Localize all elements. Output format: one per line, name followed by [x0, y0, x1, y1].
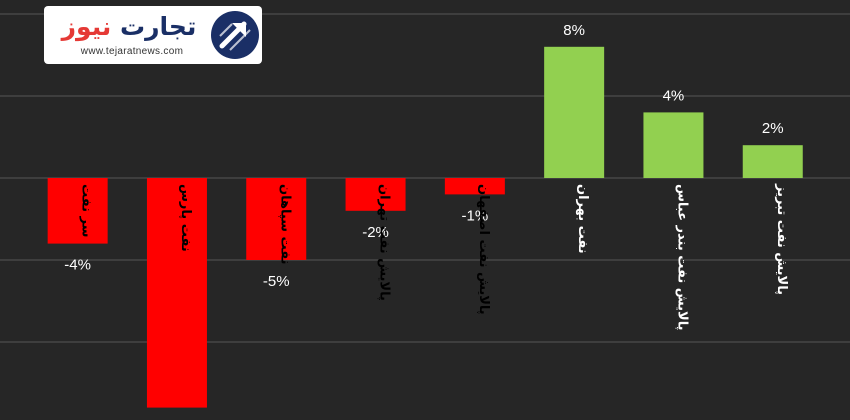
data-label: -1%	[462, 207, 489, 224]
bar	[444, 178, 505, 195]
category-label: پالایش نفت اصفهان	[476, 184, 491, 315]
bar	[47, 178, 108, 244]
data-label: 4%	[663, 87, 685, 104]
bar	[345, 178, 406, 211]
bar	[643, 112, 704, 178]
category-label: نفت سپاهان	[277, 184, 292, 265]
category-label: پالایش نفت تهران	[377, 184, 392, 301]
logo-url: www.tejaratnews.com	[80, 46, 184, 57]
bar	[544, 46, 605, 178]
category-label: نفت بهران	[575, 184, 590, 254]
logo-text-part-a: تجارت	[120, 12, 197, 41]
category-label: پالایش نفت تبریز	[774, 183, 789, 295]
category-label: سر نفت	[79, 184, 94, 237]
logo-text-part-b: نیوز	[61, 12, 112, 41]
data-label: -4%	[64, 257, 91, 274]
data-label: -2%	[362, 224, 389, 241]
data-label: 8%	[563, 22, 585, 39]
data-label: 2%	[762, 120, 784, 137]
tejaratnews-logo-icon	[211, 11, 259, 59]
bar	[246, 178, 307, 260]
data-label: -5%	[263, 273, 290, 290]
category-label: نفت پارس	[178, 184, 193, 252]
bar	[742, 145, 803, 178]
logo-watermark: تجارت نیوز www.tejaratnews.com	[44, 6, 262, 64]
bar	[146, 178, 207, 408]
category-label: پالایش نفت بندر عباس	[674, 184, 689, 330]
logo-text: تجارت نیوز	[54, 10, 204, 44]
